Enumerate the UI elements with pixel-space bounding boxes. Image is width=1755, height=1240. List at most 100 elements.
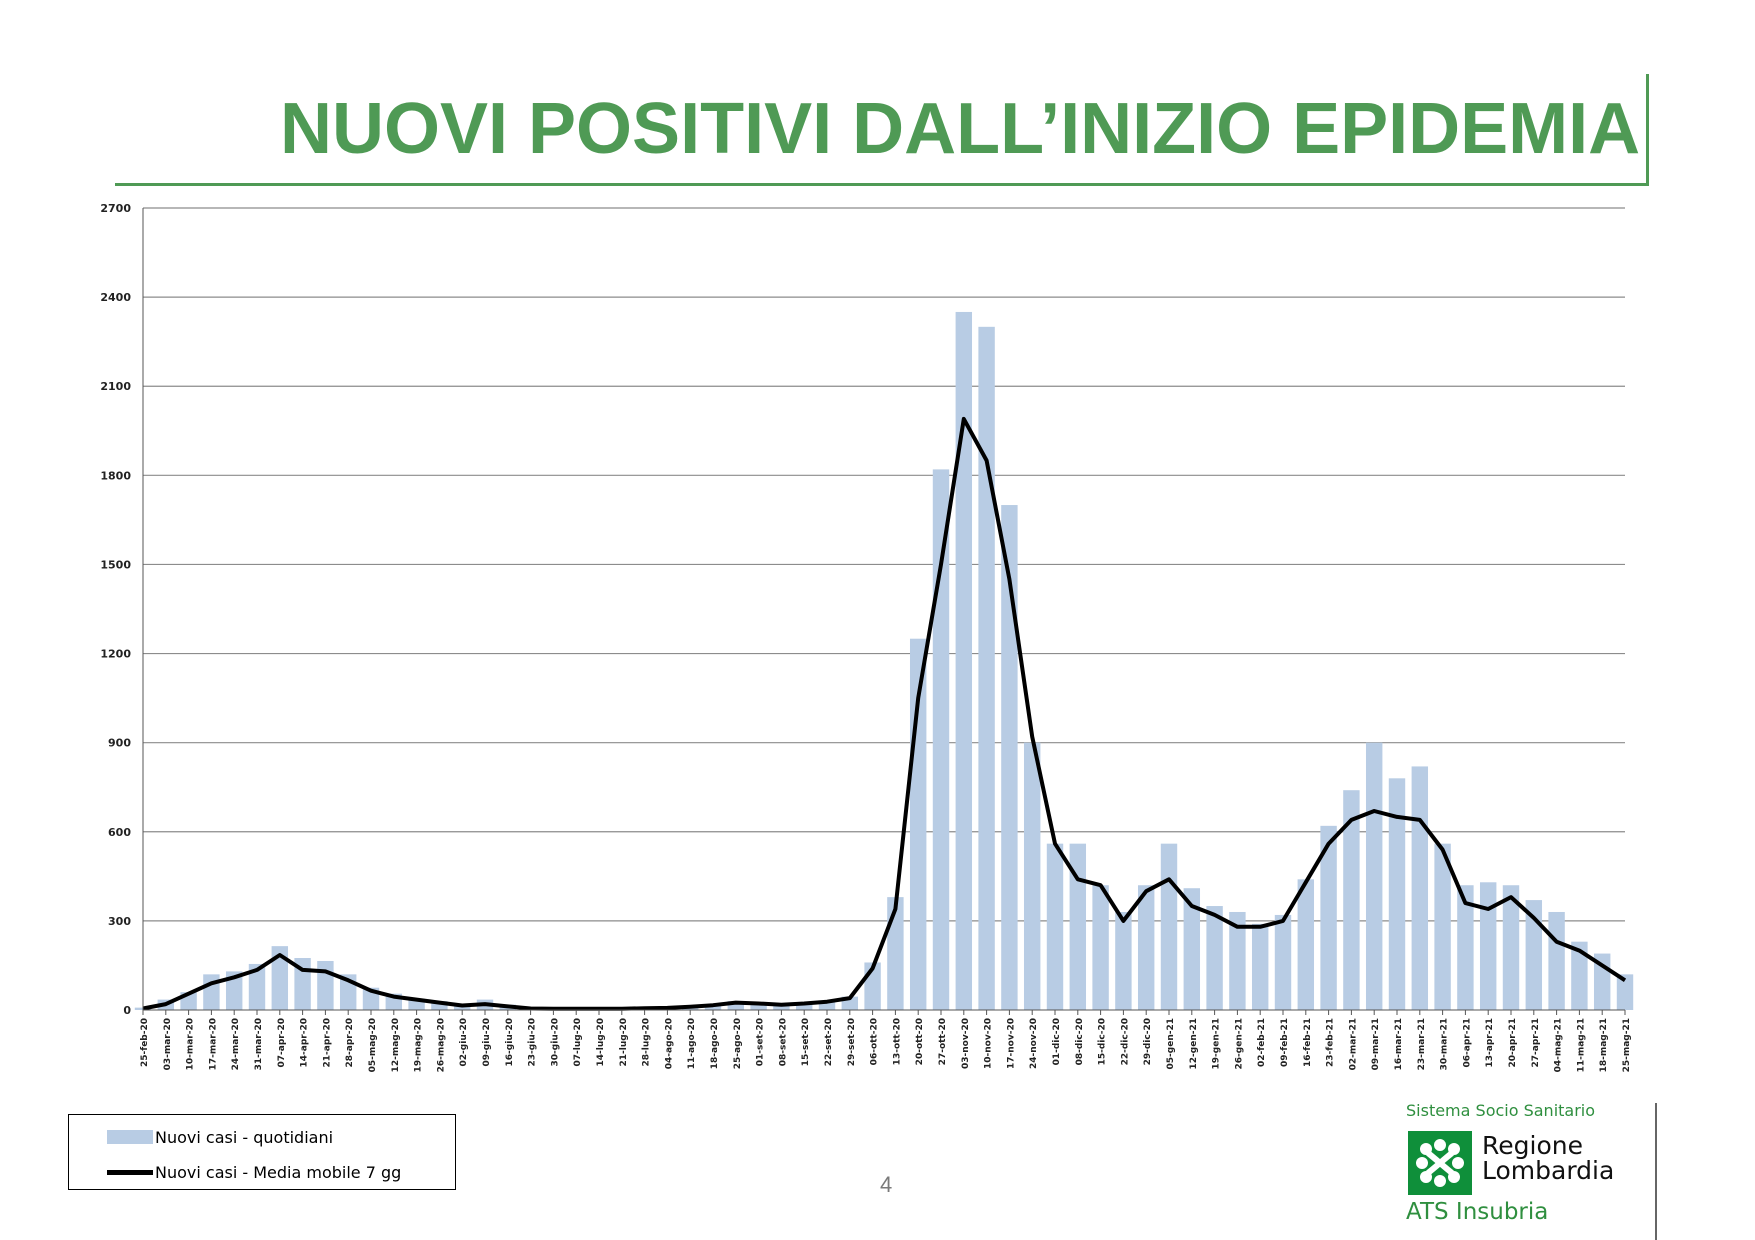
x-tick-label: 12-mag-20 bbox=[391, 1018, 401, 1072]
daily-bar bbox=[1502, 885, 1520, 1010]
x-tick-label: 27-apr-21 bbox=[1531, 1018, 1541, 1067]
daily-bar bbox=[887, 897, 904, 1010]
x-tick-label: 08-dic-20 bbox=[1075, 1018, 1085, 1065]
daily-bar bbox=[795, 1002, 813, 1010]
x-tick-label: 02-feb-21 bbox=[1257, 1018, 1267, 1067]
x-tick-label: 15-set-20 bbox=[801, 1018, 811, 1066]
daily-bar bbox=[1343, 790, 1360, 1010]
legend-line-swatch bbox=[107, 1169, 153, 1175]
daily-bar bbox=[1548, 911, 1565, 1010]
daily-bar bbox=[978, 326, 995, 1010]
daily-bar bbox=[1365, 742, 1383, 1010]
daily-bar bbox=[1115, 911, 1132, 1010]
x-tick-label: 07-lug-20 bbox=[573, 1018, 583, 1066]
x-tick-label: 18-mag-21 bbox=[1599, 1018, 1609, 1072]
daily-bar bbox=[1616, 974, 1634, 1010]
daily-bar bbox=[1046, 843, 1064, 1010]
x-tick-label: 05-mag-20 bbox=[368, 1018, 378, 1072]
x-tick-label: 25-mag-21 bbox=[1622, 1018, 1632, 1072]
daily-bar bbox=[1251, 923, 1269, 1010]
daily-cases-bars bbox=[134, 311, 1634, 1010]
daily-bar bbox=[1388, 778, 1406, 1010]
daily-bar bbox=[1183, 888, 1201, 1010]
daily-bar bbox=[408, 998, 425, 1010]
logo-ats-label: ATS Insubria bbox=[1406, 1199, 1549, 1225]
x-tick-label: 30-mar-21 bbox=[1440, 1018, 1450, 1070]
daily-bar bbox=[1001, 505, 1018, 1010]
logo-name-line2: Lombardia bbox=[1482, 1156, 1615, 1185]
x-tick-label: 02-mar-21 bbox=[1348, 1018, 1358, 1070]
x-tick-label: 22-dic-20 bbox=[1120, 1018, 1130, 1065]
x-tick-label: 27-ott-20 bbox=[938, 1018, 948, 1065]
x-tick-label: 03-mar-20 bbox=[163, 1018, 173, 1070]
x-tick-label: 23-mar-21 bbox=[1417, 1018, 1427, 1070]
y-tick-label: 0 bbox=[123, 1004, 131, 1017]
legend-bar-swatch bbox=[107, 1130, 153, 1144]
daily-bar bbox=[317, 960, 334, 1010]
x-tick-label: 21-apr-20 bbox=[322, 1018, 332, 1067]
daily-bar bbox=[1274, 914, 1292, 1010]
x-tick-label: 09-giu-20 bbox=[482, 1018, 492, 1066]
daily-bar bbox=[1023, 742, 1041, 1010]
x-tick-label: 24-mar-20 bbox=[231, 1018, 241, 1070]
x-tick-label: 31-mar-20 bbox=[254, 1018, 264, 1070]
x-tick-label: 18-ago-20 bbox=[710, 1018, 720, 1069]
daily-bar bbox=[431, 1001, 448, 1010]
daily-bar bbox=[1069, 843, 1087, 1010]
legend-bar-label: Nuovi casi - quotidiani bbox=[155, 1127, 334, 1147]
daily-bar bbox=[1457, 885, 1474, 1010]
daily-bar bbox=[248, 963, 266, 1010]
x-tick-label: 19-gen-21 bbox=[1212, 1018, 1222, 1069]
x-tick-label: 11-mag-21 bbox=[1576, 1018, 1586, 1072]
x-tick-label: 11-ago-20 bbox=[687, 1018, 697, 1069]
x-tick-label: 06-apr-21 bbox=[1462, 1018, 1472, 1067]
daily-bar bbox=[1092, 885, 1109, 1010]
legend-line-label: Nuovi casi - Media mobile 7 gg bbox=[155, 1162, 402, 1182]
x-tick-label: 10-nov-20 bbox=[984, 1018, 994, 1069]
daily-bar bbox=[1206, 906, 1223, 1010]
page-number: 4 bbox=[880, 1172, 893, 1197]
x-tick-label: 06-ott-20 bbox=[870, 1018, 880, 1065]
x-tick-label: 14-apr-20 bbox=[300, 1018, 310, 1067]
logo-name: Regione Lombardia bbox=[1482, 1133, 1614, 1183]
x-tick-label: 13-apr-21 bbox=[1485, 1018, 1495, 1067]
x-tick-label: 07-apr-20 bbox=[277, 1018, 287, 1067]
daily-bar bbox=[225, 971, 243, 1010]
title-underline bbox=[115, 183, 1648, 186]
x-tick-label: 25-ago-20 bbox=[733, 1018, 743, 1069]
x-tick-label: 21-lug-20 bbox=[619, 1018, 629, 1066]
daily-bar bbox=[750, 1002, 767, 1010]
x-tick-label: 26-gen-21 bbox=[1234, 1018, 1244, 1069]
y-tick-label: 2400 bbox=[100, 291, 131, 304]
daily-bar bbox=[1411, 766, 1429, 1010]
x-tick-label: 28-apr-20 bbox=[345, 1018, 355, 1067]
y-tick-label: 2100 bbox=[100, 380, 131, 393]
x-tick-label: 03-nov-20 bbox=[961, 1018, 971, 1069]
x-tick-label: 12-gen-21 bbox=[1189, 1018, 1199, 1069]
x-tick-label: 16-giu-20 bbox=[505, 1018, 515, 1066]
page-title: NUOVI POSITIVI DALL’INIZIO EPIDEMIA bbox=[280, 89, 1641, 169]
daily-bar bbox=[1297, 879, 1315, 1010]
y-tick-label: 300 bbox=[108, 915, 131, 928]
x-tick-label: 14-lug-20 bbox=[596, 1018, 606, 1066]
title-side-rule bbox=[1646, 74, 1649, 186]
daily-bar bbox=[818, 1001, 836, 1010]
x-tick-label: 16-mar-21 bbox=[1394, 1018, 1404, 1070]
daily-bar bbox=[1479, 882, 1497, 1010]
x-tick-label: 01-set-20 bbox=[756, 1018, 766, 1066]
x-tick-label: 25-feb-20 bbox=[140, 1018, 150, 1067]
daily-bar bbox=[271, 946, 289, 1010]
x-tick-label: 23-giu-20 bbox=[528, 1018, 538, 1066]
daily-bar bbox=[1320, 825, 1337, 1010]
y-tick-label: 2700 bbox=[100, 202, 131, 215]
x-tick-label: 05-gen-21 bbox=[1166, 1018, 1176, 1069]
x-tick-label: 13-ott-20 bbox=[892, 1018, 902, 1065]
regione-lombardia-logo: Sistema Socio Sanitario Regione Lombardi… bbox=[1400, 1097, 1655, 1237]
x-tick-label: 20-ott-20 bbox=[915, 1018, 925, 1065]
daily-bar bbox=[727, 1001, 745, 1010]
chart-legend: Nuovi casi - quotidiani Nuovi casi - Med… bbox=[68, 1114, 456, 1190]
x-tick-label: 24-nov-20 bbox=[1029, 1018, 1039, 1069]
x-tick-label: 29-dic-20 bbox=[1143, 1018, 1153, 1065]
x-tick-label: 09-mar-21 bbox=[1371, 1018, 1381, 1070]
x-tick-label: 26-mag-20 bbox=[436, 1018, 446, 1072]
